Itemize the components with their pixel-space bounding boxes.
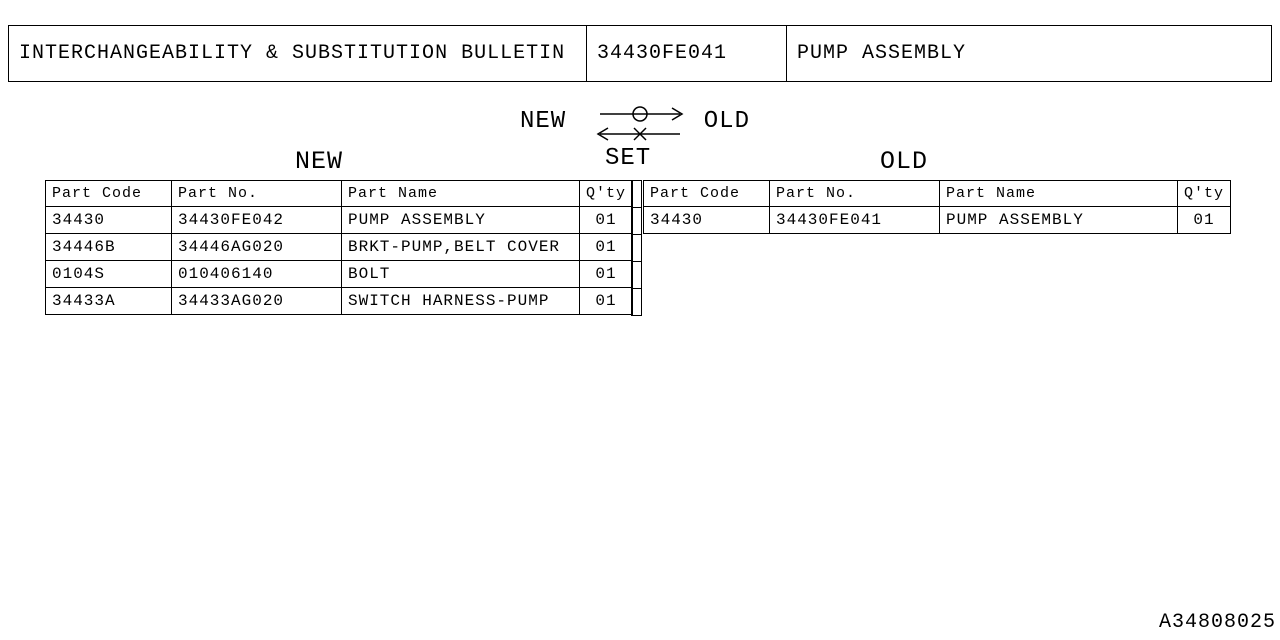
cell-code: 34446B <box>46 234 172 261</box>
col-part-name: Part Name <box>342 181 580 207</box>
cell-name: PUMP ASSEMBLY <box>940 207 1178 234</box>
cell-qty: 01 <box>1178 207 1231 234</box>
cell-code: 34430 <box>46 207 172 234</box>
col-qty: Q'ty <box>580 181 633 207</box>
drawing-number: A34808025 <box>1159 611 1276 634</box>
new-section-title: NEW <box>295 147 343 176</box>
bidirectional-arrow-icon <box>590 100 690 148</box>
table-row: 0104S 010406140 BOLT 01 <box>46 261 633 288</box>
old-section-title: OLD <box>880 147 928 176</box>
col-qty: Q'ty <box>1178 181 1231 207</box>
cell-no: 010406140 <box>172 261 342 288</box>
table-row: 34430 34430FE041 PUMP ASSEMBLY 01 <box>644 207 1231 234</box>
interchange-diagram: NEW OLD SET <box>520 100 750 170</box>
old-parts-table: Part Code Part No. Part Name Q'ty 34430 … <box>643 180 1231 234</box>
cell-code: 34430 <box>644 207 770 234</box>
col-part-no: Part No. <box>770 181 940 207</box>
diagram-new-label: NEW <box>520 108 566 135</box>
diagram-set-label: SET <box>605 145 651 172</box>
header-title: INTERCHANGEABILITY & SUBSTITUTION BULLET… <box>9 26 587 82</box>
cell-no: 34433AG020 <box>172 288 342 315</box>
header-part-name: PUMP ASSEMBLY <box>787 26 1272 82</box>
table-row: 34433A 34433AG020 SWITCH HARNESS-PUMP 01 <box>46 288 633 315</box>
cell-name: PUMP ASSEMBLY <box>342 207 580 234</box>
cell-name: SWITCH HARNESS-PUMP <box>342 288 580 315</box>
cell-qty: 01 <box>580 261 633 288</box>
col-part-code: Part Code <box>46 181 172 207</box>
spacer-column <box>631 180 642 316</box>
cell-qty: 01 <box>580 234 633 261</box>
cell-qty: 01 <box>580 288 633 315</box>
cell-name: BOLT <box>342 261 580 288</box>
col-part-no: Part No. <box>172 181 342 207</box>
table-row: 34446B 34446AG020 BRKT-PUMP,BELT COVER 0… <box>46 234 633 261</box>
cell-no: 34446AG020 <box>172 234 342 261</box>
new-parts-table: Part Code Part No. Part Name Q'ty 34430 … <box>45 180 633 315</box>
cell-code: 34433A <box>46 288 172 315</box>
cell-no: 34430FE041 <box>770 207 940 234</box>
cell-name: BRKT-PUMP,BELT COVER <box>342 234 580 261</box>
table-row: 34430 34430FE042 PUMP ASSEMBLY 01 <box>46 207 633 234</box>
cell-no: 34430FE042 <box>172 207 342 234</box>
table-header-row: Part Code Part No. Part Name Q'ty <box>644 181 1231 207</box>
diagram-old-label: OLD <box>704 108 750 135</box>
col-part-code: Part Code <box>644 181 770 207</box>
cell-qty: 01 <box>580 207 633 234</box>
cell-code: 0104S <box>46 261 172 288</box>
table-header-row: Part Code Part No. Part Name Q'ty <box>46 181 633 207</box>
header-part-no: 34430FE041 <box>587 26 787 82</box>
header-table: INTERCHANGEABILITY & SUBSTITUTION BULLET… <box>8 25 1272 82</box>
col-part-name: Part Name <box>940 181 1178 207</box>
